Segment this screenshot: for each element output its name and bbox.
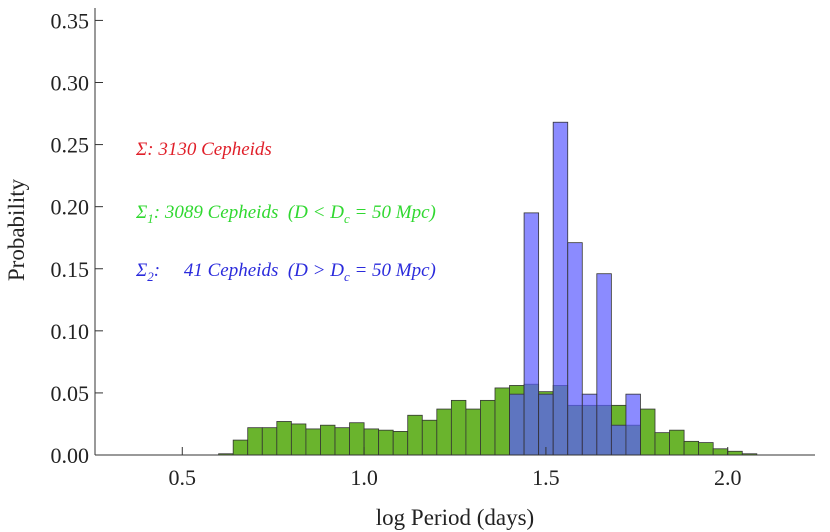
annotation: Σ2: 41 Cepheids (D > Dc = 50 Mpc) xyxy=(135,260,436,284)
bar xyxy=(378,429,394,456)
annotation-text: = 50 Mpc) xyxy=(350,260,436,281)
bar xyxy=(625,393,641,456)
bar xyxy=(596,273,612,456)
bar xyxy=(334,427,350,456)
y-axis-label: Probability xyxy=(4,178,29,281)
annotation-text: Σ xyxy=(135,260,147,281)
bar xyxy=(538,393,554,456)
bar xyxy=(552,121,569,456)
bar xyxy=(480,399,496,456)
annotation-text: : 3089 Cepheids (D < D xyxy=(154,202,344,223)
bar xyxy=(407,414,423,456)
bar xyxy=(305,428,321,456)
y-tick-label: 0.20 xyxy=(51,195,90,220)
bar xyxy=(640,408,656,456)
annotation-text: : 41 Cepheids (D > D xyxy=(154,260,344,281)
bar xyxy=(290,423,307,456)
bar xyxy=(683,440,700,456)
bar xyxy=(436,408,452,456)
annotation-text: = 50 Mpc) xyxy=(350,202,436,223)
annotation-subscript: 1 xyxy=(147,211,154,226)
x-tick-label: 1.0 xyxy=(350,465,378,490)
bar xyxy=(261,427,278,456)
bar xyxy=(320,424,336,456)
bar xyxy=(727,450,743,456)
y-tick-label: 0.30 xyxy=(51,71,90,96)
x-tick-label: 1.5 xyxy=(532,465,560,490)
annotation-text: Σ xyxy=(135,202,147,223)
bar xyxy=(581,393,598,456)
x-tick-label: 2.0 xyxy=(714,465,742,490)
annotation-subscript: 2 xyxy=(147,269,154,284)
bar xyxy=(509,393,525,456)
bar xyxy=(610,424,627,456)
annotation-subscript: c xyxy=(344,269,350,284)
y-tick-label: 0.25 xyxy=(51,133,90,158)
bar xyxy=(421,419,438,456)
bar xyxy=(494,387,510,456)
annotation: Σ1: 3089 Cepheids (D < Dc = 50 Mpc) xyxy=(135,202,436,226)
bar xyxy=(465,408,481,456)
bar xyxy=(392,431,409,456)
bar xyxy=(276,421,292,456)
bar xyxy=(450,399,467,456)
bar xyxy=(698,442,714,456)
bar xyxy=(567,242,583,456)
y-tick-label: 0.10 xyxy=(51,319,90,344)
bar xyxy=(349,422,365,456)
y-tick-label: 0.00 xyxy=(51,443,90,468)
bar xyxy=(247,427,263,456)
annotation-subscript: c xyxy=(344,211,350,226)
bar xyxy=(232,439,249,456)
y-tick-label: 0.15 xyxy=(51,257,90,282)
bar xyxy=(712,448,729,456)
y-tick-label: 0.05 xyxy=(51,381,90,406)
annotation: Σ: 3130 Cepheids xyxy=(135,139,272,160)
bar xyxy=(654,432,670,456)
annotation-text: Σ: 3130 Cepheids xyxy=(135,139,272,160)
x-axis-label: log Period (days) xyxy=(376,505,534,530)
bar xyxy=(669,429,685,456)
y-tick-label: 0.35 xyxy=(51,8,90,33)
x-tick-label: 0.5 xyxy=(169,465,197,490)
bar xyxy=(363,428,380,456)
bar xyxy=(523,212,540,456)
